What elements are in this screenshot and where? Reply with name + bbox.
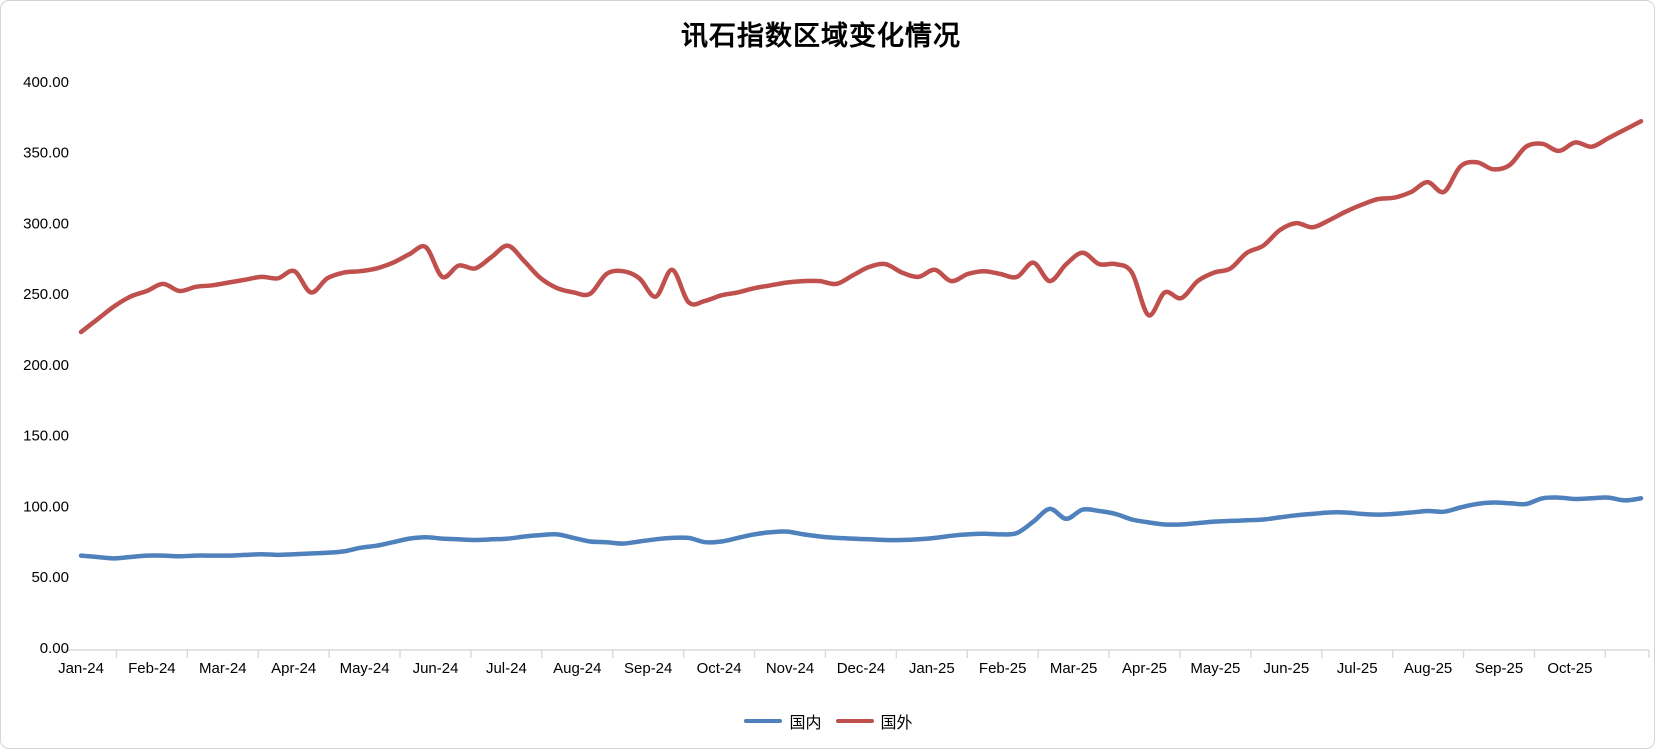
y-axis-tick-label: 250.00	[23, 286, 69, 303]
y-axis-tick-label: 50.00	[31, 569, 69, 586]
x-axis-tick-label: Apr-24	[271, 660, 316, 677]
x-axis-tick-label: Oct-24	[697, 660, 742, 677]
x-axis-tick-label: Jan-25	[909, 660, 955, 677]
legend-label-foreign: 国外	[880, 715, 913, 732]
x-axis-tick-label: Jul-25	[1337, 660, 1378, 677]
y-axis-tick-label: 150.00	[23, 428, 69, 445]
y-axis-tick-label: 0.00	[40, 640, 69, 657]
y-axis-tick-label: 300.00	[23, 215, 69, 232]
x-axis-tick-label: Nov-24	[766, 660, 814, 677]
x-axis-tick-label: Sep-24	[624, 660, 672, 677]
y-axis-tick-label: 200.00	[23, 357, 69, 374]
x-axis-tick-label: Aug-24	[553, 660, 601, 677]
series-line-foreign[interactable]	[78, 118, 1644, 335]
x-axis-tick-label: May-24	[340, 660, 390, 677]
x-axis-tick-label: May-25	[1190, 660, 1240, 677]
x-axis-tick-label: Feb-25	[979, 660, 1027, 677]
legend-item-foreign[interactable]: 国外	[835, 709, 913, 733]
x-axis-tick-label: Feb-24	[128, 660, 176, 677]
x-axis-tick-label: Jan-24	[58, 660, 104, 677]
x-axis-tick-label: Jul-24	[486, 660, 527, 677]
chart-title: 讯石指数区域变化情况	[681, 21, 961, 52]
x-axis-tick-label: Jun-24	[413, 660, 459, 677]
chart-legend: 国内 国外	[1, 709, 1654, 733]
x-axis-tick-label: Jun-25	[1263, 660, 1309, 677]
series-line-domestic[interactable]	[78, 495, 1644, 561]
x-axis-tick-label: Dec-24	[837, 660, 885, 677]
legend-line-swatch-domestic	[744, 718, 783, 724]
y-axis-tick-label: 400.00	[23, 74, 69, 91]
x-axis-tick-label: Oct-25	[1547, 660, 1592, 677]
y-axis-tick-label: 350.00	[23, 145, 69, 162]
legend-item-domestic[interactable]: 国内	[744, 709, 822, 733]
x-axis-tick-label: Sep-25	[1475, 660, 1523, 677]
legend-label-domestic: 国内	[789, 715, 822, 732]
x-axis-tick-label: Aug-25	[1404, 660, 1452, 677]
y-axis-tick-label: 100.00	[23, 498, 69, 515]
x-axis-tick-label: Apr-25	[1122, 660, 1167, 677]
x-axis-tick-label: Mar-24	[199, 660, 247, 677]
x-axis-tick-label: Mar-25	[1050, 660, 1098, 677]
legend-line-swatch-foreign	[835, 718, 874, 724]
